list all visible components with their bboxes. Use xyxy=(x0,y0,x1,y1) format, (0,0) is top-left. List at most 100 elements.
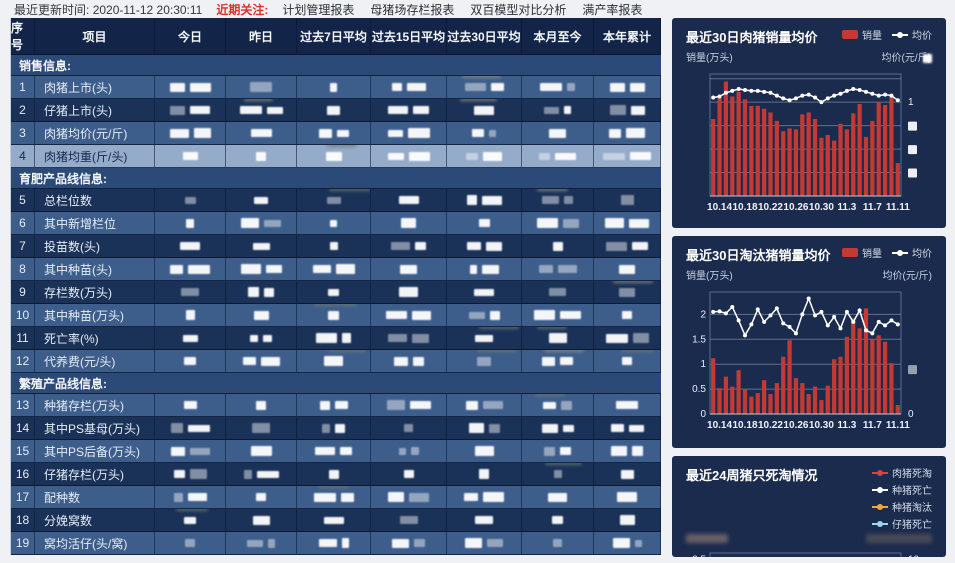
table-row-14[interactable]: 14 其中PS基母(万头) xyxy=(11,417,661,440)
redaction-block xyxy=(399,516,418,524)
redacted-value-cell xyxy=(371,327,447,349)
table-row-12[interactable]: 12 代养费(元/头) xyxy=(11,350,661,373)
table-row-16[interactable]: 16 仔猪存栏(万头) xyxy=(11,463,661,486)
redacted-value-cell xyxy=(594,440,661,462)
table-row-13[interactable]: 13 种猪存栏(万头) xyxy=(11,394,661,417)
table-row-15[interactable]: 15 其中PS后备(万头) xyxy=(11,440,661,463)
redacted-value-cell xyxy=(447,145,522,167)
redaction-block xyxy=(468,423,484,433)
redaction-block xyxy=(241,218,259,228)
redaction-block xyxy=(182,152,198,160)
legend-item-销量[interactable]: 销量 xyxy=(842,27,882,42)
table-row-4[interactable]: 4 肉猪均重(斤/头) xyxy=(11,145,661,168)
table-row-17[interactable]: 17 配种数 xyxy=(11,486,661,509)
legend-item-销量[interactable]: 销量 xyxy=(842,245,882,260)
redacted-value-cell xyxy=(226,281,297,303)
redaction-smudge xyxy=(477,350,517,352)
row-number: 3 xyxy=(11,122,35,144)
row-label: 肉猪上市(头) xyxy=(35,76,155,98)
redaction-block xyxy=(617,492,637,502)
table-row-7[interactable]: 7 投苗数(头) xyxy=(11,235,661,258)
redaction-block xyxy=(386,400,405,410)
y-axis-right-name: 均价(元/斤) xyxy=(881,53,932,64)
report-link-2[interactable]: 母猪场存栏报表 xyxy=(370,2,455,17)
redaction-block xyxy=(474,105,494,115)
column-header-4: 过去7日平均 xyxy=(297,18,371,54)
update-time-label: 最近更新时间: 2020-11-12 20:30:11 xyxy=(14,2,203,17)
redaction-block xyxy=(474,288,494,296)
redaction-block xyxy=(170,105,185,115)
redaction-block xyxy=(630,152,651,160)
redaction-block xyxy=(562,424,574,432)
legend-item-种猪死亡[interactable]: 种猪死亡 xyxy=(872,482,932,497)
redacted-value-cell xyxy=(226,394,297,416)
redaction-block xyxy=(619,264,635,274)
legend-item-均价[interactable]: 均价 xyxy=(892,27,932,42)
table-row-10[interactable]: 10 其中种苗(万头) xyxy=(11,304,661,327)
redaction-block xyxy=(169,128,189,138)
report-link-1[interactable]: 计划管理报表 xyxy=(282,2,355,17)
redacted-value-cell xyxy=(447,350,522,372)
table-row-6[interactable]: 6 其中新增栏位 xyxy=(11,212,661,235)
table-row-3[interactable]: 3 肉猪均价(元/斤) xyxy=(11,122,661,145)
table-row-8[interactable]: 8 其中种苗(头) xyxy=(11,258,661,281)
report-link-4[interactable]: 满产率报表 xyxy=(582,2,643,17)
legend-item-种猪淘汰[interactable]: 种猪淘汰 xyxy=(872,499,932,514)
redacted-value-cell xyxy=(226,304,297,326)
redacted-axis-name xyxy=(686,534,728,543)
redacted-value-cell xyxy=(155,145,226,167)
axis-names-row xyxy=(686,534,932,546)
row-label: 总栏位数 xyxy=(35,189,155,211)
redacted-value-cell xyxy=(155,486,226,508)
redaction-block xyxy=(189,82,211,92)
table-row-18[interactable]: 18 分娩窝数 xyxy=(11,509,661,532)
legend-item-均价[interactable]: 均价 xyxy=(892,245,932,260)
redacted-value-cell xyxy=(447,486,522,508)
redacted-value-cell xyxy=(594,509,661,531)
table-row-19[interactable]: 19 窝均活仔(头/窝) xyxy=(11,532,661,555)
redacted-value-cell xyxy=(522,532,594,554)
redaction-block xyxy=(412,310,431,320)
redaction-block xyxy=(412,356,424,366)
legend-item-肉猪死淘[interactable]: 肉猪死淘 xyxy=(872,465,932,480)
row-label: 配种数 xyxy=(35,486,155,508)
table-row-5[interactable]: 5 总栏位数 xyxy=(11,189,661,212)
redaction-block xyxy=(334,401,348,409)
redacted-value-cell xyxy=(155,417,226,439)
redaction-block xyxy=(408,151,430,161)
report-link-3[interactable]: 双百模型对比分析 xyxy=(470,2,567,17)
redaction-block xyxy=(603,152,625,160)
redaction-block xyxy=(630,105,645,115)
table-row-9[interactable]: 9 存栏数(万头) xyxy=(11,281,661,304)
redaction-block xyxy=(488,423,500,433)
redaction-block xyxy=(406,83,426,91)
svg-text:10: 10 xyxy=(908,555,920,557)
chart-panel-hog-sales-price-30d: 最近30日肉猪销量均价 销量 均价 销量(万头) 均价(元/斤) 1 10.14 10.18 1… xyxy=(672,18,946,228)
redaction-block xyxy=(606,241,627,251)
redacted-value-cell xyxy=(594,532,661,554)
redacted-value-cell xyxy=(447,235,522,257)
redacted-value-cell xyxy=(226,327,297,349)
redaction-block xyxy=(409,401,431,409)
legend-item-仔猪死亡[interactable]: 仔猪死亡 xyxy=(872,516,932,531)
redaction-block xyxy=(609,105,626,115)
svg-text:10.14: 10.14 xyxy=(707,420,732,431)
redaction-block xyxy=(548,492,567,502)
redaction-block xyxy=(483,151,502,161)
svg-text:10.30: 10.30 xyxy=(809,202,834,213)
table-row-1[interactable]: 1 肉猪上市(头) xyxy=(11,76,661,99)
redacted-value-cell xyxy=(297,440,371,462)
svg-text:11.7: 11.7 xyxy=(863,202,882,213)
redacted-value-cell xyxy=(522,394,594,416)
redacted-value-cell xyxy=(297,235,371,257)
legend-line-dot-icon xyxy=(872,468,888,477)
redacted-value-cell xyxy=(297,463,371,485)
redaction-block xyxy=(399,287,418,297)
table-row-2[interactable]: 2 仔猪上市(头) xyxy=(11,99,661,122)
y-axis-right-name: 均价(元/斤) xyxy=(882,271,932,282)
redaction-block xyxy=(543,401,556,409)
redacted-value-cell xyxy=(155,304,226,326)
redacted-value-cell xyxy=(594,99,661,121)
table-row-11[interactable]: 11 死亡率(%) xyxy=(11,327,661,350)
redacted-value-cell xyxy=(447,258,522,280)
